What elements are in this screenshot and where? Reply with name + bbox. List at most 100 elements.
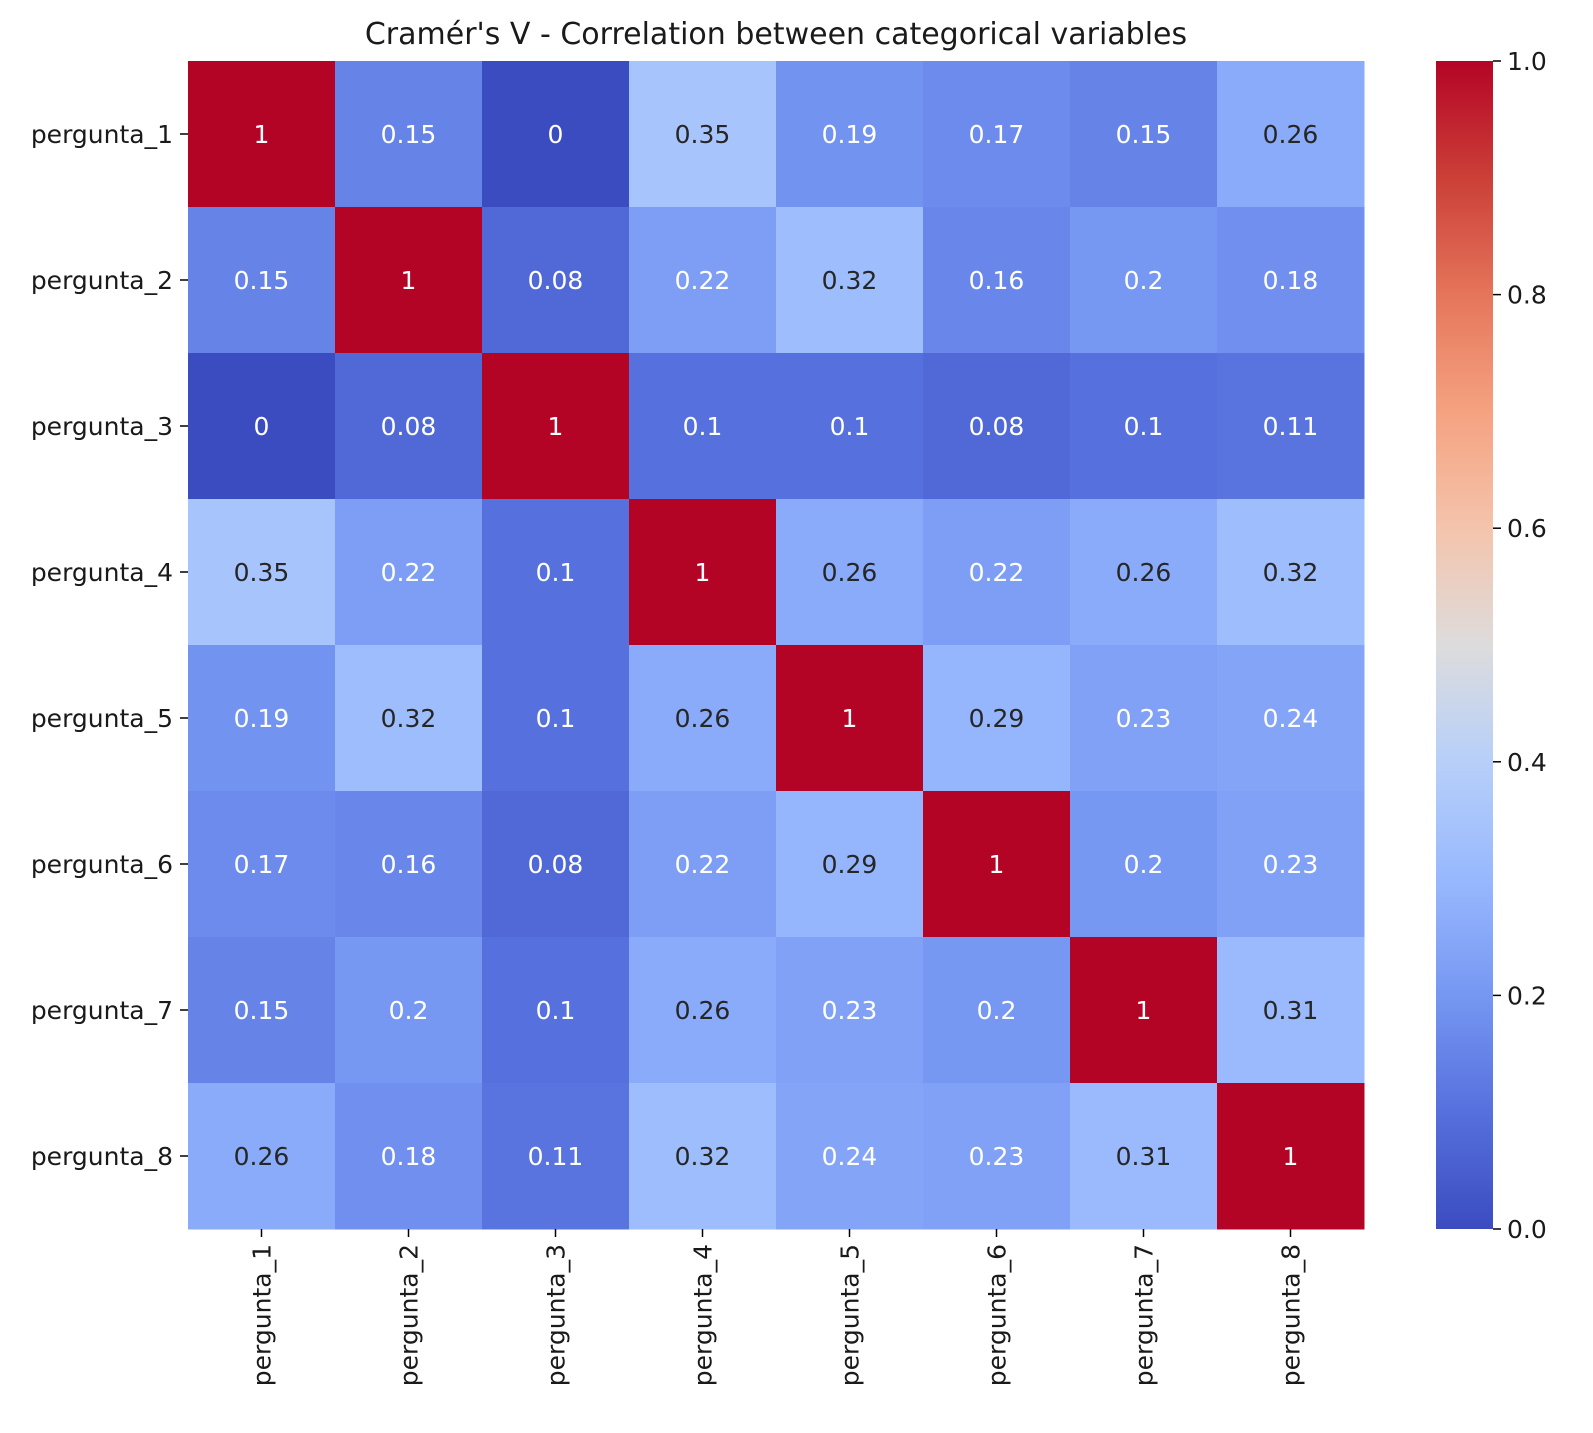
cell-value-label: 0.17	[234, 850, 290, 879]
heatmap-cell	[335, 937, 483, 1084]
heatmap-cell	[335, 61, 483, 208]
heatmap-cell	[335, 499, 483, 646]
cell-value-label: 0.26	[1263, 120, 1319, 149]
heatmap-cell	[1070, 1083, 1218, 1230]
heatmap-cell	[335, 645, 483, 792]
cell-value-label: 1	[989, 850, 1005, 879]
colorbar-tick-label: 0.2	[1507, 981, 1547, 1010]
heatmap-cell	[188, 1083, 336, 1230]
heatmap-cell	[1070, 499, 1218, 646]
heatmap-cell	[629, 937, 777, 1084]
x-tick-label: pergunta_1	[248, 1244, 277, 1386]
heatmap-cell	[482, 207, 630, 354]
heatmap-cell	[629, 353, 777, 500]
heatmap-cell	[482, 353, 630, 500]
cell-value-label: 0.1	[536, 704, 576, 733]
cell-value-label: 0.2	[1124, 266, 1164, 295]
cell-value-label: 0.15	[1116, 120, 1172, 149]
cell-value-label: 0.11	[1263, 412, 1319, 441]
heatmap-cell	[776, 791, 924, 938]
cell-value-label: 0.08	[528, 850, 584, 879]
x-axis: pergunta_1 pergunta_2 pergunta_3 pergunta_4…	[248, 1229, 1306, 1386]
cell-value-label: 0.1	[1124, 412, 1164, 441]
cell-value-label: 0.26	[822, 558, 878, 587]
heatmap-cell	[335, 353, 483, 500]
cell-value-label: 1	[254, 120, 270, 149]
heatmap-cells	[188, 61, 1365, 1230]
heatmap-cell	[1070, 645, 1218, 792]
cell-value-label: 1	[1136, 996, 1152, 1025]
heatmap-cell	[1217, 937, 1365, 1084]
heatmap-cell	[776, 207, 924, 354]
heatmap-cell	[629, 1083, 777, 1230]
cell-value-label: 0.29	[969, 704, 1025, 733]
y-tick-label: pergunta_4	[31, 558, 173, 587]
cell-value-label: 0.19	[822, 120, 878, 149]
heatmap-cell	[188, 353, 336, 500]
heatmap-cell	[923, 1083, 1071, 1230]
chart-title: Cramér's V - Correlation between categor…	[365, 17, 1187, 52]
cell-value-label: 0.32	[675, 1142, 731, 1171]
y-axis: pergunta_1 pergunta_2 pergunta_3 pergunta_4…	[31, 120, 188, 1171]
heatmap-cell	[629, 791, 777, 938]
cell-value-label: 0.23	[969, 1142, 1025, 1171]
colorbar-tick-label: 0.8	[1507, 281, 1547, 310]
y-tick-label: pergunta_7	[31, 996, 173, 1025]
cell-value-label: 0.26	[675, 996, 731, 1025]
colorbar-tick-label: 0.4	[1507, 748, 1547, 777]
heatmap-cell	[1217, 61, 1365, 208]
heatmap-cell	[188, 499, 336, 646]
heatmap-cell	[482, 61, 630, 208]
heatmap-cell	[1070, 61, 1218, 208]
cell-value-label: 0.2	[389, 996, 429, 1025]
heatmap-cell-labels: 1 0.15 0 0.35 0.19 0.17 0.15 0.26 0.15 1 0.08 0.22 0…	[234, 120, 1319, 1171]
cell-value-label: 0.15	[234, 996, 290, 1025]
heatmap-cell	[482, 499, 630, 646]
x-tick-label: pergunta_8	[1277, 1244, 1306, 1386]
cell-value-label: 0.32	[381, 704, 437, 733]
heatmap-cell	[335, 207, 483, 354]
cell-value-label: 0	[548, 120, 564, 149]
heatmap-cell	[482, 645, 630, 792]
cell-value-label: 0.1	[683, 412, 723, 441]
cell-value-label: 0.24	[1263, 704, 1319, 733]
heatmap-cell	[776, 645, 924, 792]
heatmap-cell	[629, 645, 777, 792]
cell-value-label: 0.1	[536, 558, 576, 587]
cell-value-label: 0.19	[234, 704, 290, 733]
cell-value-label: 0.23	[1116, 704, 1172, 733]
heatmap-cell	[776, 1083, 924, 1230]
x-tick-label: pergunta_7	[1130, 1244, 1159, 1386]
heatmap-cell	[1217, 1083, 1365, 1230]
heatmap-cell	[1070, 937, 1218, 1084]
heatmap-cell	[482, 937, 630, 1084]
heatmap-cell	[335, 791, 483, 938]
x-tick-label: pergunta_6	[983, 1244, 1012, 1386]
heatmap-cell	[923, 937, 1071, 1084]
heatmap-cell	[482, 791, 630, 938]
cell-value-label: 0.15	[381, 120, 437, 149]
heatmap-cell	[1217, 207, 1365, 354]
y-tick-label: pergunta_5	[31, 704, 173, 733]
cell-value-label: 0.26	[1116, 558, 1172, 587]
cell-value-label: 0.22	[675, 850, 731, 879]
heatmap-cell	[776, 61, 924, 208]
heatmap-cell	[923, 61, 1071, 208]
heatmap-cell	[1070, 791, 1218, 938]
heatmap-cell	[1070, 353, 1218, 500]
cell-value-label: 0.29	[822, 850, 878, 879]
heatmap-cell	[188, 791, 336, 938]
heatmap-cell	[1217, 499, 1365, 646]
y-tick-label: pergunta_2	[31, 266, 173, 295]
heatmap-cell	[923, 645, 1071, 792]
cell-value-label: 1	[842, 704, 858, 733]
cell-value-label: 0.16	[381, 850, 437, 879]
y-tick-label: pergunta_3	[31, 412, 173, 441]
heatmap-cell	[188, 61, 336, 208]
cell-value-label: 1	[401, 266, 417, 295]
cell-value-label: 0.22	[381, 558, 437, 587]
cell-value-label: 0.23	[822, 996, 878, 1025]
x-tick-label: pergunta_2	[395, 1244, 424, 1386]
cell-value-label: 0.11	[528, 1142, 584, 1171]
cell-value-label: 0.08	[528, 266, 584, 295]
